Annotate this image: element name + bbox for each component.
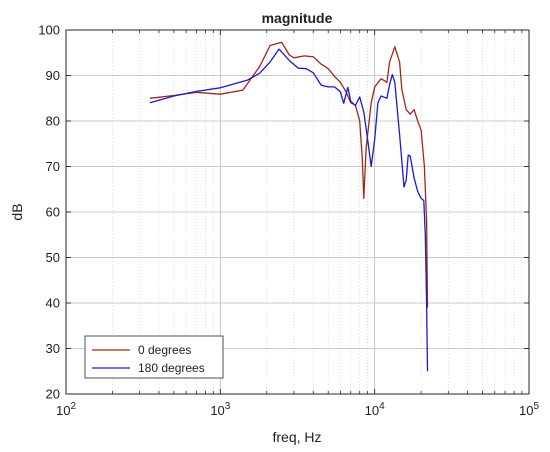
x-tick-label: 103 [210,401,230,418]
series-lines [149,41,429,372]
x-axis-label: freq, Hz [272,429,321,445]
x-tick-label: 104 [365,401,385,418]
legend: 0 degrees 180 degrees [84,335,224,379]
tick-labels: 102 103 104 105 20 30 40 50 60 70 80 90 100 [38,23,539,419]
legend-label-180-degrees: 180 degrees [138,361,205,375]
series-line-0-degrees [149,41,429,308]
y-tick-label: 70 [46,159,60,174]
y-axis-label: dB [9,203,25,220]
legend-box [84,335,224,379]
y-tick-label: 50 [46,250,60,265]
axis-ticks [65,29,530,395]
y-tick-label: 30 [46,341,60,356]
y-tick-label: 20 [46,387,60,402]
series-line-180-degrees [149,48,429,372]
y-tick-label: 90 [46,68,60,83]
y-tick-label: 40 [46,296,60,311]
y-tick-label: 100 [38,23,60,38]
chart-title: magnitude [262,10,333,26]
y-tick-label: 80 [46,114,60,129]
x-tick-label: 102 [56,401,76,418]
x-tick-label: 105 [519,401,539,418]
legend-label-0-degrees: 0 degrees [138,343,191,357]
y-tick-label: 60 [46,205,60,220]
